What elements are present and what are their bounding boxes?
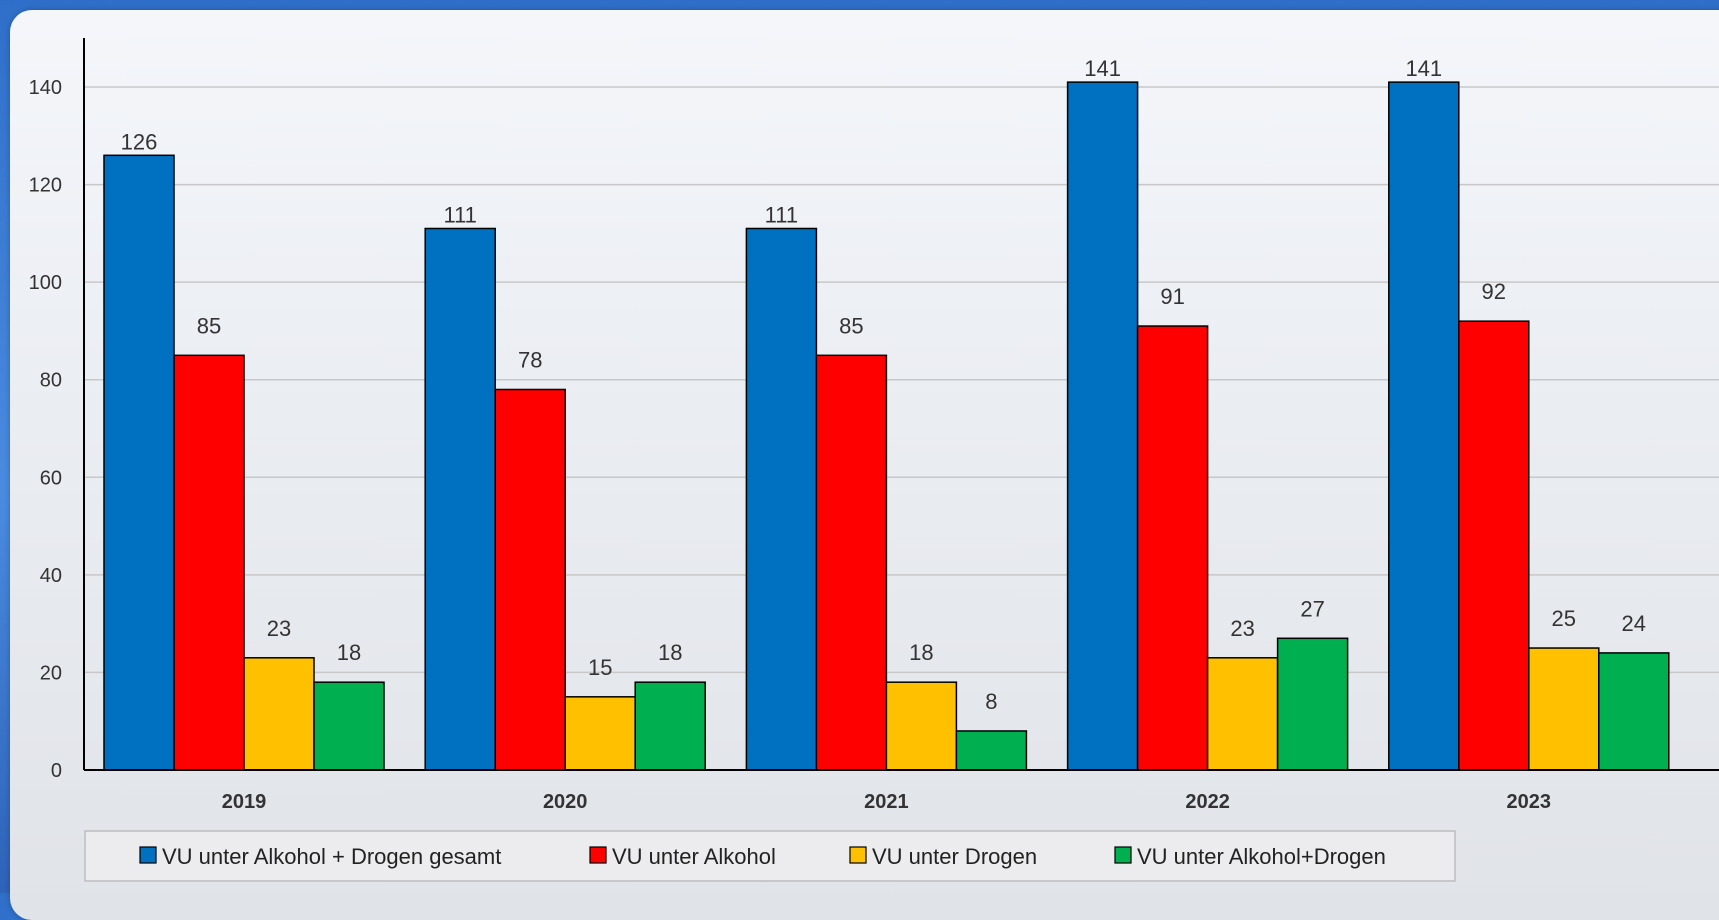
data-label: 8 bbox=[985, 689, 997, 714]
bar-chart: 0 20 40 60 80 100 120 140 126 85 23 18 111 78 15 18 111… bbox=[29, 38, 1719, 882]
data-label: 78 bbox=[518, 347, 542, 372]
bar bbox=[1206, 657, 1279, 771]
bars bbox=[103, 81, 1670, 771]
data-label: 85 bbox=[197, 313, 221, 338]
bar bbox=[634, 681, 706, 771]
data-label: 85 bbox=[839, 313, 863, 338]
y-tick-label: 20 bbox=[40, 662, 62, 684]
data-label: 23 bbox=[267, 616, 291, 641]
legend-label: VU unter Alkohol + Drogen gesamt bbox=[162, 844, 501, 869]
bar bbox=[1458, 320, 1530, 771]
data-label: 126 bbox=[121, 129, 158, 154]
bar bbox=[103, 154, 175, 771]
bar bbox=[243, 657, 315, 771]
y-tick-label: 80 bbox=[40, 370, 62, 392]
data-label: 141 bbox=[1084, 56, 1121, 81]
legend-swatch bbox=[589, 846, 607, 864]
data-labels: 126 85 23 18 111 78 15 18 111 85 18 8 141 91 23 27 141 92… bbox=[121, 56, 1646, 714]
data-label: 18 bbox=[337, 640, 361, 665]
x-category-label: 2021 bbox=[864, 791, 909, 813]
x-category-label: 2020 bbox=[543, 791, 588, 813]
legend-label: VU unter Alkohol+Drogen bbox=[1137, 844, 1386, 869]
legend-label: VU unter Drogen bbox=[872, 844, 1037, 869]
legend-swatch bbox=[849, 846, 867, 864]
data-label: 141 bbox=[1405, 56, 1442, 81]
bar bbox=[745, 227, 818, 771]
data-label: 111 bbox=[765, 202, 798, 227]
bar bbox=[815, 354, 888, 771]
data-label: 15 bbox=[588, 655, 612, 680]
data-label: 18 bbox=[658, 640, 682, 665]
y-tick-label: 100 bbox=[29, 272, 62, 294]
data-label: 27 bbox=[1300, 596, 1324, 621]
legend-box bbox=[84, 830, 1456, 882]
bar bbox=[173, 354, 245, 771]
x-category-label: 2019 bbox=[222, 791, 267, 813]
bar bbox=[955, 730, 1028, 771]
y-tick-label: 60 bbox=[40, 467, 62, 489]
bar bbox=[1136, 325, 1209, 771]
data-label: 18 bbox=[909, 640, 933, 665]
y-tick-label: 0 bbox=[51, 760, 62, 782]
bar bbox=[1066, 81, 1139, 771]
data-label: 111 bbox=[443, 202, 476, 227]
data-label: 24 bbox=[1622, 611, 1646, 636]
bar bbox=[1276, 637, 1349, 771]
y-tick-label: 40 bbox=[40, 565, 62, 587]
data-label: 91 bbox=[1160, 284, 1184, 309]
data-label: 92 bbox=[1482, 279, 1506, 304]
x-category-label: 2022 bbox=[1185, 791, 1230, 813]
data-label: 23 bbox=[1230, 616, 1254, 641]
x-axis-categories: 2019 2020 2021 2022 2023 bbox=[222, 791, 1551, 813]
bar bbox=[313, 681, 385, 771]
bar bbox=[1598, 652, 1670, 771]
legend-label: VU unter Alkohol bbox=[612, 844, 776, 869]
x-category-label: 2023 bbox=[1507, 791, 1552, 813]
data-label: 25 bbox=[1552, 606, 1576, 631]
bar bbox=[424, 227, 496, 771]
y-axis-ticks: 0 20 40 60 80 100 120 140 bbox=[29, 77, 62, 782]
legend-swatch bbox=[139, 846, 157, 864]
bar bbox=[1528, 647, 1600, 771]
legend: VU unter Alkohol + Drogen gesamt VU unter… bbox=[84, 830, 1456, 882]
bar bbox=[494, 388, 566, 771]
y-tick-label: 120 bbox=[29, 175, 62, 197]
bar bbox=[564, 696, 636, 771]
y-tick-label: 140 bbox=[29, 77, 62, 99]
legend-swatch bbox=[1114, 846, 1132, 864]
bar bbox=[885, 681, 958, 771]
bar bbox=[1388, 81, 1460, 771]
